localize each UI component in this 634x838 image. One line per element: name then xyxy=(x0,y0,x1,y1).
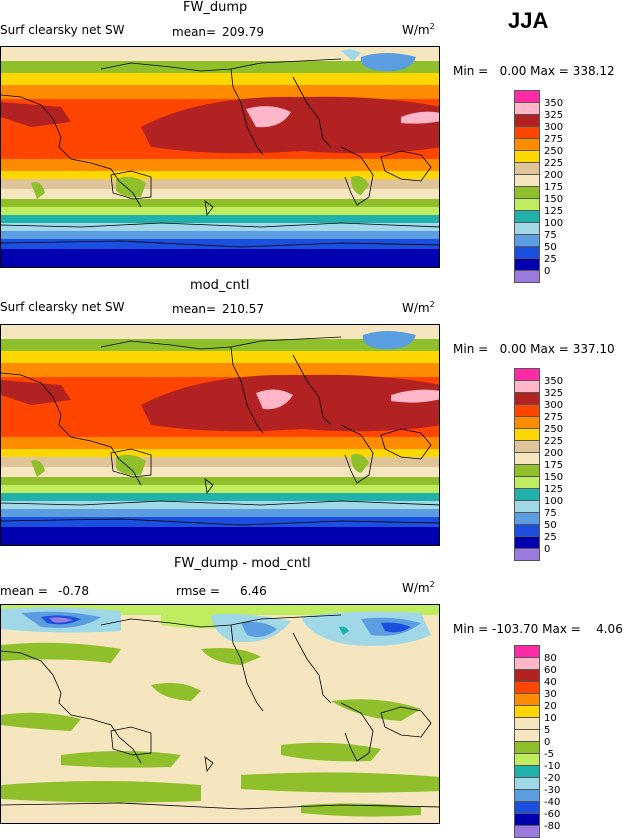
colorbar-label: 0 xyxy=(544,544,551,555)
colorbar-swatch xyxy=(514,825,540,838)
colorbar-label: 0 xyxy=(544,266,551,277)
colorbar-label: 5 xyxy=(544,725,551,736)
colorbar-label: 175 xyxy=(544,460,564,471)
panel1-field-label: Surf clearsky net SW xyxy=(0,23,125,37)
colorbar-label: 50 xyxy=(544,242,557,253)
colorbar-swatch xyxy=(514,548,540,561)
colorbar-label: 175 xyxy=(544,182,564,193)
panel3-colorbar: 80 60 40 30 20 10 5 0 -5 -10 -20 -30 -40 -60 -80 xyxy=(514,645,560,838)
colorbar-label: 350 xyxy=(544,98,564,109)
colorbar-label: 10 xyxy=(544,713,557,724)
colorbar-label: 125 xyxy=(544,206,564,217)
panel1-title: FW_dump xyxy=(183,0,248,15)
panel3-mean-label: mean = xyxy=(0,584,48,598)
colorbar-label: 80 xyxy=(544,653,557,664)
colorbar-label: 100 xyxy=(544,218,564,229)
panel2-title: mod_cntl xyxy=(190,278,250,293)
season-label: JJA xyxy=(508,8,549,33)
panel3-minmax: Min = -103.70 Max = 4.06 xyxy=(453,622,623,636)
panel1-map-svg xyxy=(1,47,439,267)
colorbar-label: 20 xyxy=(544,701,557,712)
colorbar-label: 325 xyxy=(544,110,564,121)
panel1-units: W/m2 xyxy=(402,22,435,37)
colorbar-label: 325 xyxy=(544,388,564,399)
panel2-field-label: Surf clearsky net SW xyxy=(0,300,125,314)
panel3-map-svg xyxy=(1,605,439,823)
colorbar-label: 25 xyxy=(544,254,557,265)
panel2-mean-value: 210.57 xyxy=(222,302,264,316)
colorbar-label: 0 xyxy=(544,737,551,748)
colorbar-label: 200 xyxy=(544,170,564,181)
colorbar-label: 150 xyxy=(544,472,564,483)
panel3-title: FW_dump - mod_cntl xyxy=(174,556,311,571)
colorbar-label: 200 xyxy=(544,448,564,459)
panel2-mean-label: mean= xyxy=(172,302,217,316)
panel3-map xyxy=(0,604,440,824)
colorbar-label: 30 xyxy=(544,689,557,700)
colorbar-label: 250 xyxy=(544,146,564,157)
panel3-mean-value: -0.78 xyxy=(58,584,90,598)
colorbar-label: 300 xyxy=(544,400,564,411)
panel1-map xyxy=(0,46,440,268)
panel3-rmse-label: rmse = xyxy=(176,584,220,598)
panel2-colorbar: 350 325 300 275 250 225 200 175 150 125 100 75 50 25 0 xyxy=(514,368,563,561)
colorbar-label: -10 xyxy=(544,761,561,772)
colorbar-label: 100 xyxy=(544,496,564,507)
colorbar-label: -40 xyxy=(544,797,561,808)
colorbar-label: 275 xyxy=(544,134,564,145)
colorbar-label: -30 xyxy=(544,785,561,796)
colorbar-label: -80 xyxy=(544,821,561,832)
panel3-rmse-value: 6.46 xyxy=(240,584,267,598)
colorbar-label: -5 xyxy=(544,749,554,760)
panel2-units: W/m2 xyxy=(402,300,435,315)
colorbar-swatch xyxy=(514,270,540,283)
panel2-minmax: Min = 0.00 Max = 337.10 xyxy=(453,342,615,356)
colorbar-label: 50 xyxy=(544,520,557,531)
panel1-mean-value: 209.79 xyxy=(222,25,264,39)
panel2-map xyxy=(0,324,440,546)
colorbar-label: 350 xyxy=(544,376,564,387)
colorbar-label: 300 xyxy=(544,122,564,133)
colorbar-label: 75 xyxy=(544,230,557,241)
colorbar-label: 225 xyxy=(544,436,564,447)
colorbar-label: 125 xyxy=(544,484,564,495)
panel3-units: W/m2 xyxy=(402,580,435,595)
panel1-mean-label: mean= xyxy=(172,25,217,39)
colorbar-label: 75 xyxy=(544,508,557,519)
colorbar-label: -60 xyxy=(544,809,561,820)
panel1-colorbar: 350 325 300 275 250 225 200 175 150 125 100 75 50 25 0 xyxy=(514,90,563,283)
panel2-map-svg xyxy=(1,325,439,545)
colorbar-label: 250 xyxy=(544,424,564,435)
colorbar-label: -20 xyxy=(544,773,561,784)
colorbar-label: 150 xyxy=(544,194,564,205)
colorbar-label: 25 xyxy=(544,532,557,543)
colorbar-label: 60 xyxy=(544,665,557,676)
colorbar-label: 40 xyxy=(544,677,557,688)
colorbar-label: 225 xyxy=(544,158,564,169)
panel1-minmax: Min = 0.00 Max = 338.12 xyxy=(453,64,615,78)
colorbar-label: 275 xyxy=(544,412,564,423)
